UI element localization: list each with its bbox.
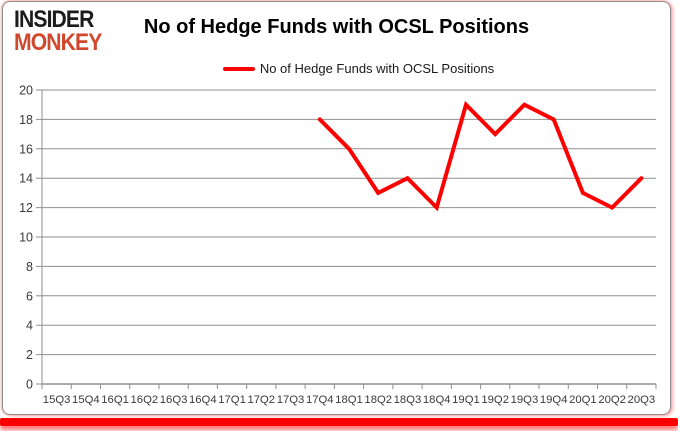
y-tick-label: 8 — [26, 260, 33, 274]
y-tick-label: 10 — [19, 231, 33, 245]
x-tick-label: 17Q4 — [306, 394, 334, 406]
x-tick-label: 19Q2 — [481, 394, 509, 406]
x-tick-label: 20Q2 — [598, 394, 626, 406]
x-tick-label: 19Q1 — [452, 394, 480, 406]
x-tick-label: 15Q3 — [43, 394, 71, 406]
logo-monkey: MONKEY — [14, 29, 102, 56]
x-tick-label: 19Q4 — [540, 394, 568, 406]
x-tick-label: 18Q1 — [335, 394, 363, 406]
x-tick-label: 16Q3 — [160, 394, 188, 406]
y-tick-label: 2 — [26, 348, 33, 362]
chart-title: No of Hedge Funds with OCSL Positions — [143, 16, 530, 38]
x-tick-label: 17Q1 — [218, 394, 246, 406]
x-tick-label: 20Q1 — [569, 394, 597, 406]
x-tick-label: 20Q3 — [628, 394, 656, 406]
x-tick-label: 17Q2 — [247, 394, 275, 406]
legend: No of Hedge Funds with OCSL Positions — [25, 61, 678, 76]
x-tick-label: 17Q3 — [277, 394, 305, 406]
logo-insider: INSIDER — [14, 6, 94, 33]
x-tick-label: 15Q4 — [72, 394, 100, 406]
y-tick-label: 12 — [19, 201, 33, 215]
y-tick-label: 18 — [19, 113, 33, 127]
y-tick-label: 6 — [26, 289, 33, 303]
x-tick-label: 19Q3 — [511, 394, 539, 406]
x-tick-label: 18Q3 — [394, 394, 422, 406]
red-bottom-bar — [0, 418, 678, 426]
y-tick-label: 14 — [19, 172, 33, 186]
x-tick-label: 16Q4 — [189, 394, 217, 406]
y-tick-label: 20 — [19, 84, 33, 98]
y-tick-label: 16 — [19, 142, 33, 156]
x-tick-label: 18Q4 — [423, 394, 451, 406]
y-tick-label: 4 — [26, 319, 33, 333]
data-line — [317, 100, 644, 212]
x-tick-label: 16Q1 — [101, 394, 129, 406]
insider-monkey-logo: INSIDER MONKEY — [14, 6, 102, 56]
legend-line-swatch — [222, 66, 255, 71]
x-tick-label: 18Q2 — [364, 394, 392, 406]
x-tick-label: 16Q2 — [131, 394, 159, 406]
legend-label: No of Hedge Funds with OCSL Positions — [259, 61, 495, 76]
y-tick-label: 0 — [26, 378, 33, 392]
